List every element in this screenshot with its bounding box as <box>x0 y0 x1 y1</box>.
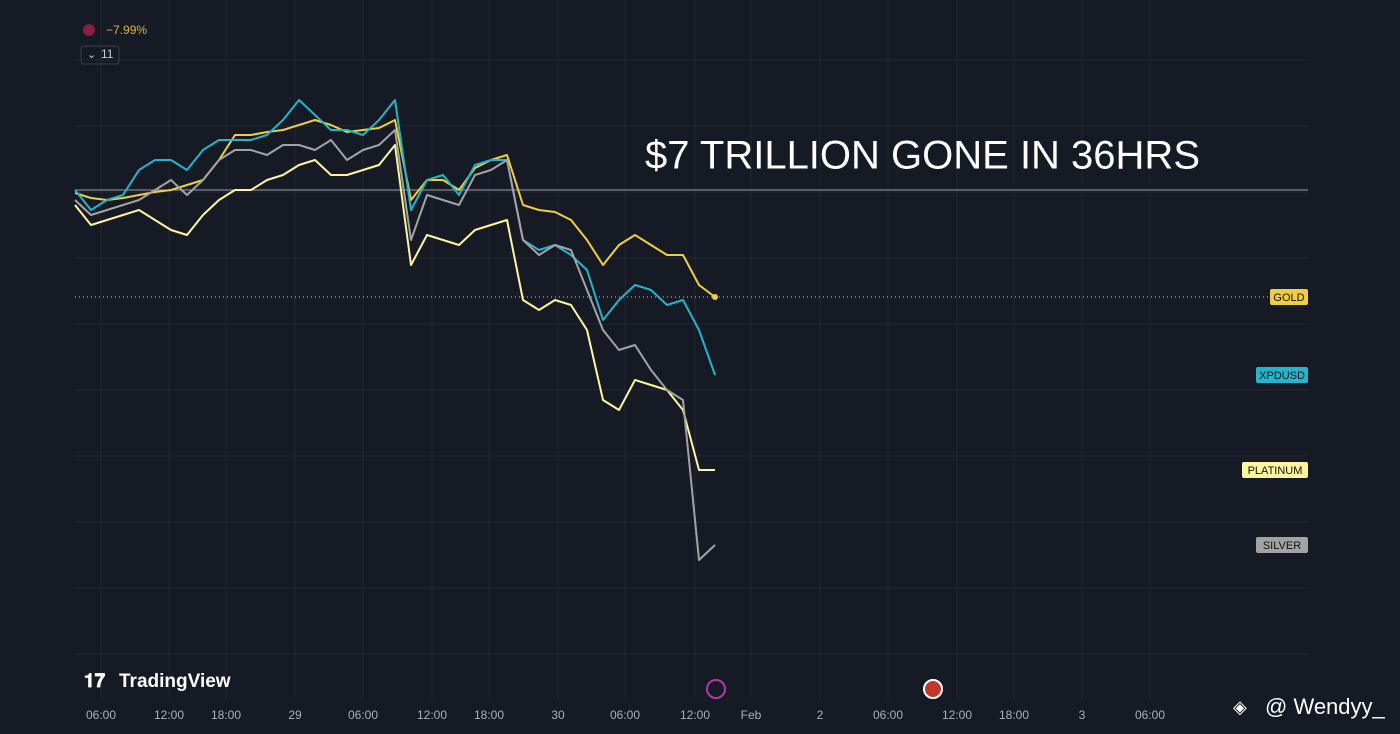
x-tick-label: 12:00 <box>417 708 447 722</box>
x-tick-label: 06:00 <box>873 708 903 722</box>
series-line <box>74 144 715 471</box>
series-label: PLATINUM <box>1248 465 1303 477</box>
x-tick-label: 29 <box>288 708 302 722</box>
series-label-box <box>1256 537 1308 553</box>
series-line <box>74 129 716 561</box>
series-line <box>74 119 716 298</box>
x-tick-label: Feb <box>741 708 762 722</box>
series-label: GOLD <box>1273 292 1304 304</box>
series-label-box <box>1242 462 1308 478</box>
event-icon[interactable] <box>706 679 726 699</box>
x-tick-label: 06:00 <box>348 708 378 722</box>
x-tick-label: 18:00 <box>474 708 504 722</box>
series-label: SILVER <box>1263 540 1301 552</box>
change-label: −7.99% <box>106 23 147 37</box>
series-line <box>74 99 716 376</box>
x-tick-label: 06:00 <box>1135 708 1165 722</box>
series-label-box <box>1256 367 1308 383</box>
chart-title: $7 TRILLION GONE IN 36HRS <box>645 134 1200 178</box>
brand: TradingView <box>119 671 231 692</box>
series-label-box <box>1270 289 1308 305</box>
x-tick-label: 12:00 <box>680 708 710 722</box>
watermark-icon: ◈ <box>1233 697 1247 717</box>
indicator-count: 11 <box>101 47 114 61</box>
symbol-icon <box>83 24 95 36</box>
x-tick-label: 3 <box>1079 708 1086 722</box>
x-tick-label: 06:00 <box>610 708 640 722</box>
x-tick-label: 18:00 <box>211 708 241 722</box>
watermark: @ Wendyy_ <box>1265 694 1386 719</box>
x-tick-label: 12:00 <box>154 708 184 722</box>
grid <box>75 0 1308 700</box>
x-tick-label: 2 <box>817 708 824 722</box>
series-label: XPDUSD <box>1259 370 1305 382</box>
x-tick-label: 12:00 <box>942 708 972 722</box>
x-tick-label: 06:00 <box>86 708 116 722</box>
chevron: ⌄ <box>87 49 96 61</box>
x-tick-label: 30 <box>551 708 565 722</box>
indicator-button[interactable] <box>80 45 120 65</box>
event-icon[interactable] <box>923 679 943 699</box>
brand-logo: 𝟏𝟕 <box>84 671 106 692</box>
last-point <box>712 294 718 300</box>
x-tick-label: 18:00 <box>999 708 1029 722</box>
